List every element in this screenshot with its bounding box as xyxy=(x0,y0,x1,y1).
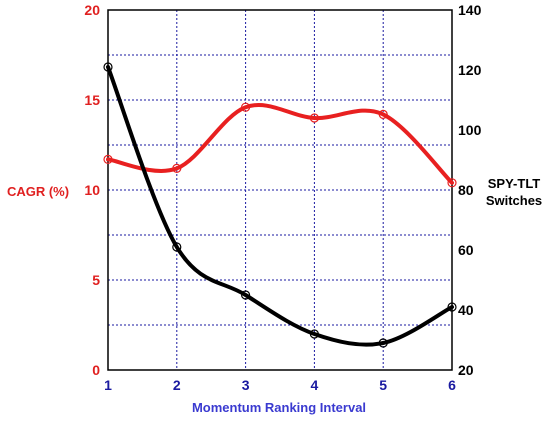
series-layer xyxy=(103,62,457,348)
data-point-right xyxy=(309,329,319,339)
data-point-left xyxy=(378,109,388,120)
x-axis-title: Momentum Ranking Interval xyxy=(192,400,366,415)
right-tick-label: 80 xyxy=(458,182,474,198)
right-tick-label: 140 xyxy=(458,2,482,18)
right-axis-title-line1: SPY-TLT xyxy=(488,176,541,191)
x-tick-label: 2 xyxy=(173,377,181,393)
right-tick-label: 60 xyxy=(458,242,474,258)
plot-frame xyxy=(107,9,453,371)
x-axis-ticks: 1 2 3 4 5 6 xyxy=(104,377,456,393)
data-point-right xyxy=(172,242,182,252)
left-tick-label: 0 xyxy=(92,362,100,378)
right-tick-label: 40 xyxy=(458,302,474,318)
left-axis-ticks: 0 5 10 15 20 xyxy=(84,2,100,378)
left-tick-label: 15 xyxy=(84,92,100,108)
left-axis-title: CAGR (%) xyxy=(7,184,69,199)
x-tick-label: 5 xyxy=(379,377,387,393)
gridlines xyxy=(108,10,452,370)
data-point-left xyxy=(172,163,182,173)
data-point-left xyxy=(447,178,457,188)
right-tick-label: 20 xyxy=(458,362,474,378)
right-axis-title-line2: Switches xyxy=(486,193,542,208)
x-tick-label: 4 xyxy=(311,377,319,393)
data-point-left xyxy=(309,113,319,123)
x-tick-label: 3 xyxy=(242,377,250,393)
left-tick-label: 5 xyxy=(92,272,100,288)
data-point-right xyxy=(241,290,251,300)
data-point-right xyxy=(447,302,457,312)
data-point-right xyxy=(378,338,388,348)
x-tick-label: 1 xyxy=(104,377,112,393)
right-tick-label: 120 xyxy=(458,62,482,78)
right-axis-ticks: 20 40 60 80 100 120 140 xyxy=(458,2,482,378)
data-point-left xyxy=(241,102,251,112)
data-point-left xyxy=(103,154,113,164)
series-line-right xyxy=(106,65,454,347)
data-point-right xyxy=(103,62,113,72)
left-tick-label: 10 xyxy=(84,182,100,198)
series-line-left xyxy=(106,103,454,185)
left-tick-label: 20 xyxy=(84,2,100,18)
x-tick-label: 6 xyxy=(448,377,456,393)
right-tick-label: 100 xyxy=(458,122,482,138)
